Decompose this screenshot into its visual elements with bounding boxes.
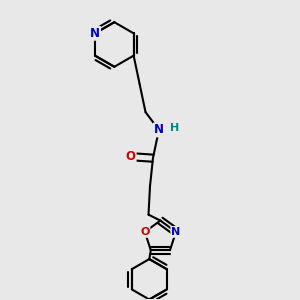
Text: O: O xyxy=(126,150,136,163)
Text: H: H xyxy=(170,123,179,133)
Text: N: N xyxy=(154,123,164,136)
Text: N: N xyxy=(171,227,181,237)
Text: N: N xyxy=(90,27,100,40)
Text: O: O xyxy=(140,227,149,237)
